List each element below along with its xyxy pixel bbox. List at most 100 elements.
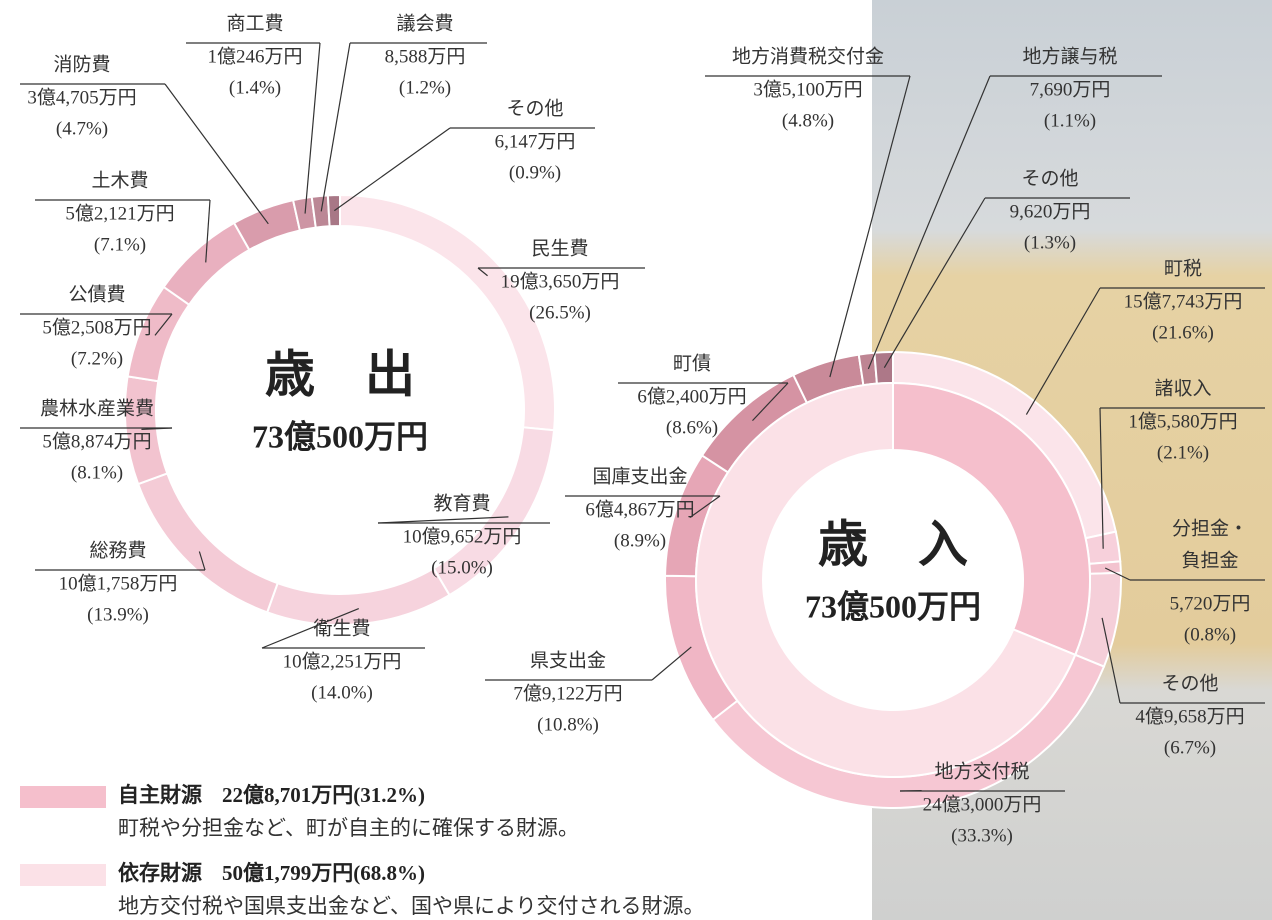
legend-part: (68.8%) (353, 861, 425, 885)
leader-line (304, 42, 321, 214)
charts: 歳 出 73億500万円 民生費 19億3,650万円 (26.5%) 教育費 10億9,6… (20, 12, 1265, 918)
leader-line (198, 551, 206, 571)
legend-part: 50億1,799万円 (222, 861, 353, 885)
slice-name: その他 (506, 97, 563, 119)
slice-name: その他 (1021, 167, 1078, 189)
slice-amount: 19億3,650万円 (501, 270, 620, 292)
slice-percent: (1.3%) (1024, 232, 1076, 253)
leader-line (164, 83, 269, 225)
legend-part: 22億8,701万円 (222, 783, 353, 807)
slice-amount: 10億2,251万円 (283, 650, 402, 672)
leader-line (1101, 617, 1121, 704)
slice-amount: 9,620万円 (1010, 201, 1091, 222)
slice-percent: (8.9%) (614, 530, 666, 551)
donut-slice (1088, 560, 1122, 575)
slice-name: 民生費 (531, 237, 588, 259)
slice-percent: (13.9%) (87, 604, 149, 625)
leader-line (154, 313, 173, 336)
slice-name: 衛生費 (313, 617, 370, 639)
slice-name: 町債 (673, 352, 711, 374)
leader-line (141, 427, 173, 430)
slice-percent: (2.1%) (1157, 442, 1209, 463)
slice-name: 議会費 (396, 12, 453, 34)
leader-line (752, 382, 789, 422)
leader-line (829, 75, 911, 378)
slice-percent: (7.2%) (71, 348, 123, 369)
slice-name: 地方交付税 (934, 760, 1029, 782)
leader-line (651, 646, 692, 681)
slice-amount: 3億5,100万円 (753, 78, 862, 100)
slice-name: 消防費 (53, 53, 110, 75)
center-title: 歳 出 (265, 346, 415, 402)
slice-name: 国庫支出金 (592, 465, 687, 487)
slice-amount: 1億5,580万円 (1128, 410, 1237, 432)
slice-percent: (8.6%) (666, 417, 718, 438)
legend-label: 自主財源 22億8,701万円(31.2%) (118, 783, 425, 807)
slice-percent: (4.7%) (56, 118, 108, 139)
slice-percent: (21.6%) (1152, 322, 1214, 343)
slice-name: その他 (1161, 672, 1218, 694)
leader-line (1104, 567, 1131, 581)
slice-percent: (0.8%) (1184, 624, 1236, 645)
slice-name: 負担金 (1181, 549, 1238, 571)
leader-line (883, 197, 986, 368)
slice-amount: 8,588万円 (385, 46, 466, 67)
leader-line (334, 127, 451, 212)
legend-label: 依存財源 50億1,799万円(68.8%) (118, 861, 425, 885)
slice-name: 総務費 (89, 539, 146, 561)
slice-percent: (14.0%) (311, 682, 373, 703)
slice-name: 商工費 (226, 12, 283, 34)
donut-slice (326, 193, 341, 228)
slice-amount: 24億3,000万円 (923, 793, 1042, 815)
legend-swatch (20, 786, 106, 808)
slice-percent: (0.9%) (509, 162, 561, 183)
slice-name: 農林水産業費 (40, 397, 154, 419)
slice-amount: 5億8,874万円 (42, 430, 151, 452)
leader-line (689, 495, 721, 519)
legend-description: 町税や分担金など、町が自主的に確保する財源。 (118, 816, 579, 840)
slice-percent: (1.2%) (399, 77, 451, 98)
slice-amount: 3億4,705万円 (27, 86, 136, 108)
slice-name: 地方譲与税 (1022, 45, 1117, 67)
slice-percent: (6.7%) (1164, 737, 1216, 758)
slice-amount: 10億9,652万円 (403, 525, 522, 547)
slice-percent: (1.4%) (229, 77, 281, 98)
slice-name: 教育費 (433, 492, 490, 514)
donut-slice (310, 194, 331, 229)
slice-name: 土木費 (91, 169, 148, 191)
slice-amount: 6億2,400万円 (637, 385, 746, 407)
leader-line (377, 516, 509, 524)
slice-name: 地方消費税交付金 (732, 45, 884, 67)
center-total: 73億500万円 (805, 588, 981, 624)
slice-amount: 6,147万円 (495, 131, 576, 152)
slice-amount: 15億7,743万円 (1124, 290, 1243, 312)
slice-amount: 7,690万円 (1030, 79, 1111, 100)
slice-percent: (7.1%) (94, 234, 146, 255)
slice-amount: 1億246万円 (207, 45, 302, 67)
slice-name: 公債費 (68, 283, 125, 305)
slice-name: 町税 (1164, 257, 1202, 279)
slice-amount: 4億9,658万円 (1135, 705, 1244, 727)
leader-line (1025, 287, 1101, 415)
slice-amount: 6億4,867万円 (585, 498, 694, 520)
slice-name: 諸収入 (1154, 377, 1211, 399)
leader-line (867, 75, 991, 370)
center-title: 歳 入 (818, 516, 968, 572)
leader-line (320, 42, 351, 212)
leader-line (205, 199, 211, 263)
leader-line (477, 267, 488, 277)
leader-line (1099, 407, 1104, 549)
slice-percent: (4.8%) (782, 110, 834, 131)
center-total: 73億500万円 (252, 418, 428, 454)
donut-hole (156, 226, 524, 594)
slice-percent: (8.1%) (71, 462, 123, 483)
legend-swatch (20, 864, 106, 886)
legend-part: 依存財源 (118, 861, 202, 885)
slice-amount: 5,720万円 (1170, 593, 1251, 614)
slice-amount: 5億2,121万円 (65, 202, 174, 224)
legend-part: 自主財源 (118, 783, 202, 807)
slice-amount: 10億1,758万円 (59, 572, 178, 594)
slice-percent: (10.8%) (537, 714, 599, 735)
slice-name: 分担金・ (1172, 517, 1248, 539)
